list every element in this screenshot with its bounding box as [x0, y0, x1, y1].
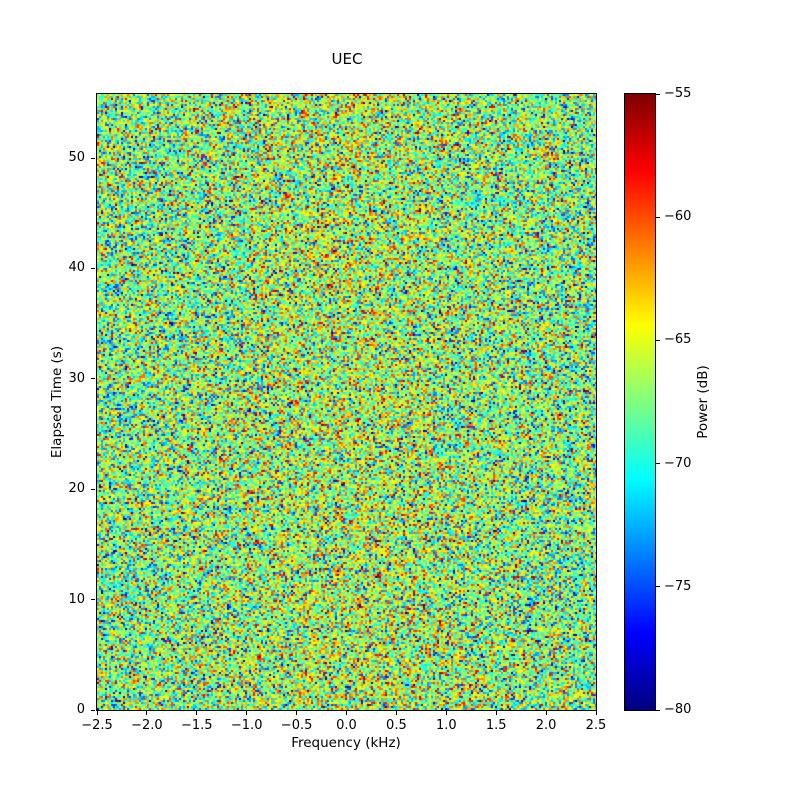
colorbar-tick-label: −70 — [664, 455, 692, 471]
x-tick-label: 0.5 — [386, 718, 407, 733]
x-tick-mark — [196, 711, 198, 715]
y-tick-label: 40 — [68, 260, 85, 276]
colorbar-tick-label: −60 — [664, 209, 692, 225]
x-tick-mark — [346, 711, 347, 715]
y-tick-label: 0 — [76, 702, 85, 717]
x-tick-label: −2.5 — [81, 718, 113, 733]
y-tick-mark — [91, 267, 95, 269]
x-tick-mark — [246, 711, 248, 715]
y-tick-label: 30 — [68, 370, 85, 386]
x-tick-mark — [96, 711, 98, 715]
y-tick-label: 10 — [68, 591, 85, 607]
colorbar-tick-mark — [656, 709, 660, 711]
plot-title: UEC — [331, 50, 363, 68]
spectrogram-canvas — [97, 94, 596, 710]
colorbar-tick-mark — [656, 339, 660, 341]
colorbar-tick-mark — [656, 586, 660, 588]
x-tick-label: 0.0 — [336, 718, 357, 733]
y-tick-label: 20 — [68, 481, 85, 497]
x-axis-label: Frequency (kHz) — [291, 735, 401, 751]
y-tick-mark — [91, 488, 95, 490]
x-tick-mark — [146, 711, 148, 715]
x-tick-label: 1.0 — [435, 718, 457, 733]
x-tick-mark — [495, 711, 497, 715]
y-tick-mark — [91, 157, 95, 159]
y-tick-mark — [91, 378, 95, 380]
y-tick-mark — [91, 599, 95, 601]
x-tick-mark — [296, 711, 298, 715]
x-tick-mark — [595, 711, 597, 715]
colorbar-tick-label: −80 — [664, 702, 692, 717]
x-tick-label: 2.0 — [535, 718, 557, 733]
x-tick-label: −1.0 — [230, 718, 263, 733]
colorbar-tick-label: −65 — [664, 332, 692, 348]
x-tick-label: −2.0 — [131, 718, 163, 733]
x-tick-mark — [545, 711, 547, 715]
x-tick-label: −1.5 — [181, 718, 213, 733]
colorbar-tick-mark — [656, 93, 660, 95]
colorbar-gradient — [625, 94, 655, 710]
x-tick-label: −0.5 — [280, 718, 313, 733]
y-axis-label: Elapsed Time (s) — [49, 345, 65, 459]
colorbar-label: Power (dB) — [695, 365, 711, 439]
x-tick-label: 1.5 — [485, 718, 507, 733]
x-tick-label: 2.5 — [585, 718, 607, 733]
colorbar-tick-mark — [656, 216, 660, 218]
x-tick-mark — [445, 711, 447, 715]
colorbar-tick-label: −55 — [664, 86, 692, 101]
colorbar-tick-label: −75 — [664, 578, 692, 594]
x-tick-mark — [395, 711, 397, 715]
colorbar-tick-mark — [656, 463, 660, 465]
y-tick-mark — [91, 709, 95, 711]
y-tick-label: 50 — [68, 150, 85, 166]
